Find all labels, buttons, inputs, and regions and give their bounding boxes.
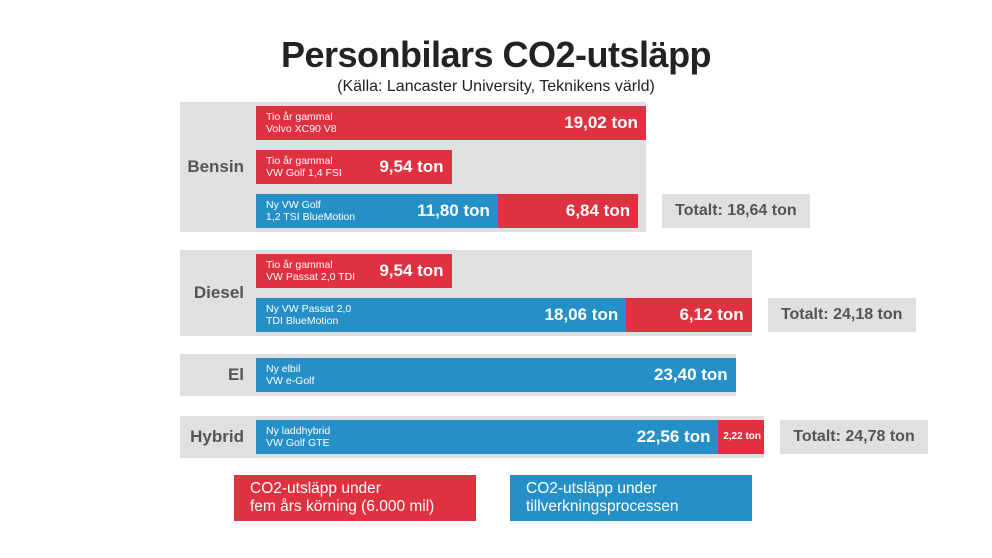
- bar-category-line1: Ny elbil: [266, 363, 301, 375]
- bar-value-label: 22,56 ton: [636, 427, 711, 446]
- bar-segment-drive: [256, 150, 452, 184]
- group-label: Bensin: [187, 157, 244, 176]
- bar-segment-drive: [256, 106, 646, 140]
- bar-category-label: Tio år gammal VW Golf 1,4 FSI: [266, 155, 342, 179]
- bar-segment-production: [256, 298, 627, 332]
- bar-segment-drive: [256, 254, 452, 288]
- bar-category-line1: Tio år gammal: [266, 259, 333, 271]
- bar-segment-production: [256, 358, 736, 392]
- bar-value-label: 19,02 ton: [564, 113, 638, 132]
- legend-item-production: CO2-utsläpp under tillverkningsprocessen: [510, 475, 752, 521]
- bar-category-line2: Volvo XC90 V8: [266, 123, 337, 135]
- bar-value-label: 9,54 ton: [379, 261, 444, 280]
- chart-title: Personbilars CO2-utsläpp: [280, 34, 712, 75]
- bar-segment-production: [256, 420, 719, 454]
- group-label: El: [227, 365, 244, 384]
- total-label: Totalt: 24,18 ton: [767, 298, 916, 332]
- bar-category-line1: Tio år gammal: [266, 111, 333, 123]
- legend-line1: CO2-utsläpp under: [250, 480, 381, 497]
- bar-value-label: 6,84 ton: [565, 201, 631, 220]
- bar-segment-production: [256, 194, 498, 228]
- bar-value-label: 9,54 ton: [379, 157, 444, 176]
- bar-value-label: 18,06 ton: [544, 305, 619, 324]
- bar-category-label: Ny elbil VW e-Golf: [266, 363, 314, 387]
- bar-value-label: 2,22 ton: [723, 431, 761, 442]
- bar-category-label: Tio år gammal Volvo XC90 V8: [266, 111, 337, 135]
- group-label: Hybrid: [190, 427, 244, 446]
- bar-category-line2: VW e-Golf: [266, 375, 315, 387]
- bar-category-line2: VW Golf 1,4 FSI: [266, 167, 342, 179]
- bar-category-label: Tio år gammal VW Passat 2,0 TDI: [266, 259, 355, 283]
- bar-category-line2: TDI BlueMotion: [266, 315, 339, 327]
- legend-line1: CO2-utsläpp under: [526, 480, 657, 497]
- bar-category-label: Ny VW Golf 1,2 TSI BlueMotion: [266, 199, 355, 223]
- bar-category-line1: Ny VW Passat 2,0: [266, 303, 352, 315]
- bar-category-line2: 1,2 TSI BlueMotion: [266, 211, 356, 223]
- bar-value-label: 11,80 ton: [417, 201, 490, 220]
- total-label: Totalt: 24,78 ton: [779, 420, 928, 454]
- bar-segment-drive: [626, 298, 752, 332]
- group-label: Diesel: [193, 283, 244, 302]
- bar-segment-drive: [718, 420, 764, 454]
- bar-value-label: 6,12 ton: [679, 305, 744, 324]
- bar-category-line1: Ny VW Golf: [266, 199, 321, 211]
- bar-category-line1: Ny laddhybrid: [266, 425, 331, 437]
- bar-category-line1: Tio år gammal: [266, 155, 333, 167]
- bar-category-line2: VW Golf GTE: [266, 437, 330, 449]
- bar-value-label: 23,40 ton: [654, 365, 728, 384]
- bar-category-label: Ny laddhybrid VW Golf GTE: [266, 425, 330, 449]
- bar-category-label: Ny VW Passat 2,0 TDI BlueMotion: [266, 303, 351, 327]
- total-label: Totalt: 18,64 ton: [661, 194, 810, 228]
- legend-item-drive: CO2-utsläpp under fem års körning (6.000 …: [234, 475, 476, 521]
- legend-line2: fem års körning (6.000 mil): [250, 498, 435, 515]
- bar-segment-drive: [497, 194, 639, 228]
- bar-category-line2: VW Passat 2,0 TDI: [266, 271, 356, 283]
- chart-subtitle: (Källa: Lancaster University, Teknikens …: [337, 78, 655, 95]
- legend-line2: tillverkningsprocessen: [526, 498, 679, 515]
